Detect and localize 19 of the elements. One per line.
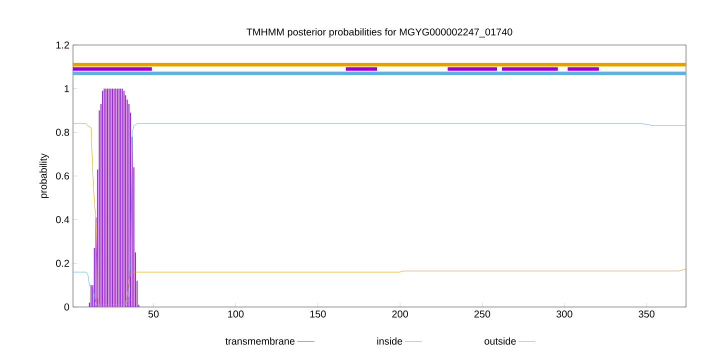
- x-tick-label: 300: [556, 310, 572, 318]
- legend-label: inside: [377, 337, 402, 345]
- x-tick-label: 50: [148, 310, 159, 318]
- y-tick-label: 0: [64, 303, 70, 311]
- x-tick-label: 150: [310, 310, 326, 318]
- y-tick-label: 0.6: [56, 172, 70, 180]
- x-tick-label: 250: [474, 310, 490, 318]
- y-tick-label: 0.2: [56, 260, 69, 267]
- legend-label: transmembrane: [225, 337, 295, 345]
- chart-title: TMHMM posterior probabilities for MGYG000002247_01740: [246, 28, 512, 38]
- x-tick-label: 200: [392, 310, 408, 318]
- y-axis-title: probability: [40, 153, 49, 198]
- x-tick-label: 350: [638, 310, 654, 318]
- x-tick-label: 100: [228, 310, 244, 318]
- y-tick-label: 0.8: [56, 128, 70, 136]
- y-tick-label: 0.4: [56, 216, 70, 224]
- y-tick-label: 1.2: [56, 42, 69, 48]
- legend-label: outside: [484, 337, 516, 345]
- y-tick-label: 1: [64, 85, 69, 92]
